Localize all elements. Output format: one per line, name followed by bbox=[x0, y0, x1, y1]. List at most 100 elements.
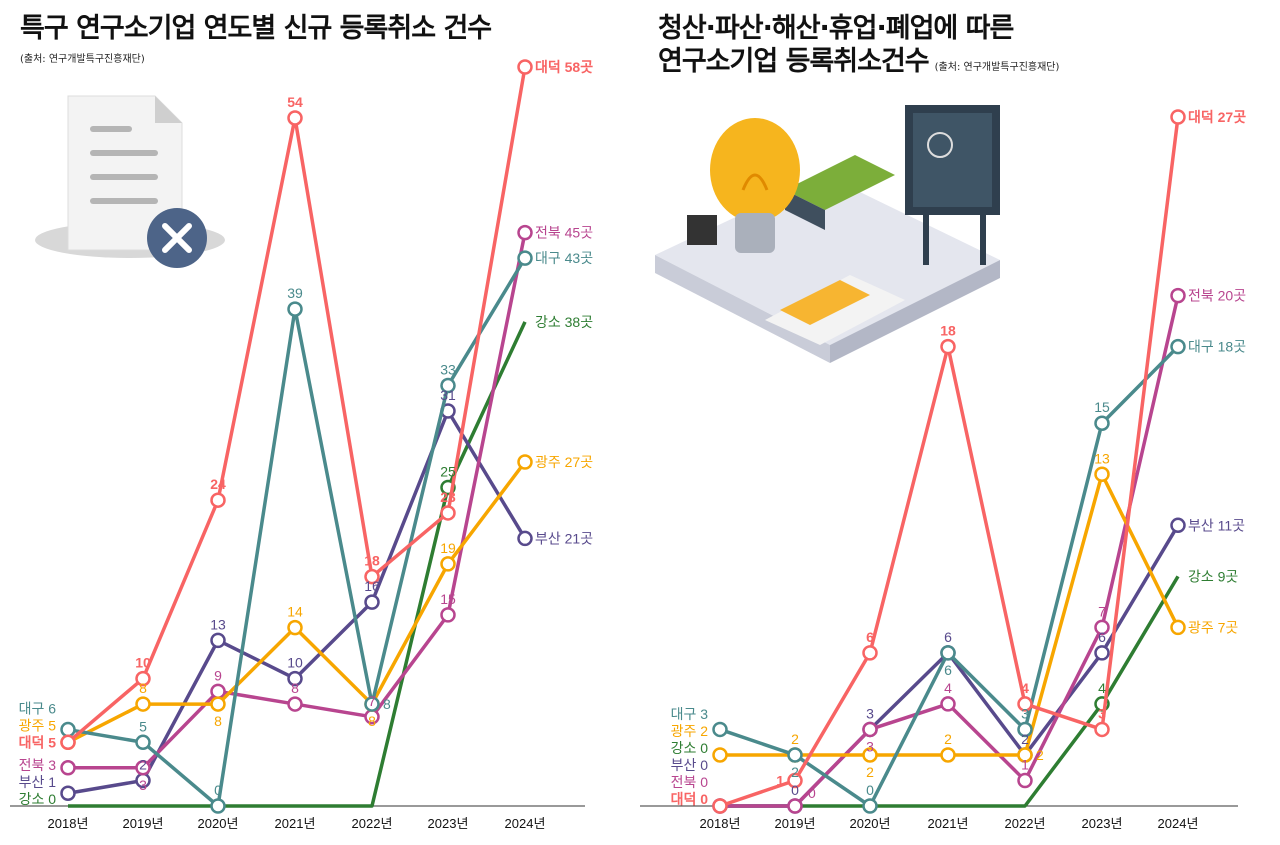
series-end-label: 강소 38곳 bbox=[535, 314, 593, 330]
x-tick-label: 2023년 bbox=[1082, 816, 1123, 831]
data-point-광주 bbox=[440, 556, 456, 572]
data-label: 3 bbox=[1021, 705, 1029, 721]
series-end-label: 대덕 58곳 bbox=[535, 59, 593, 75]
data-point-대구 bbox=[440, 377, 456, 394]
series-start-label: 부산 1 bbox=[19, 774, 57, 790]
data-label: 0 bbox=[866, 782, 874, 798]
data-label: 2 bbox=[139, 757, 147, 773]
data-point-대구 bbox=[517, 250, 533, 266]
data-point-전북 bbox=[1170, 287, 1186, 304]
data-label: 31 bbox=[440, 387, 456, 403]
data-label: 1 bbox=[776, 772, 784, 788]
data-point-대덕 bbox=[862, 645, 878, 661]
chart-1-source: (출처: 연구개발특구진흥재단) bbox=[20, 54, 145, 65]
data-point-광주 bbox=[1017, 747, 1033, 763]
data-point-대덕 bbox=[940, 338, 956, 355]
data-point-전북 bbox=[940, 696, 956, 712]
data-label: 6 bbox=[944, 662, 952, 678]
data-label: 10 bbox=[287, 655, 303, 671]
data-label: 4 bbox=[1021, 680, 1029, 696]
data-label: 24 bbox=[210, 476, 226, 492]
series-end-label: 광주 27곳 bbox=[535, 454, 593, 470]
data-label: 39 bbox=[287, 285, 303, 301]
data-point-부산 bbox=[60, 785, 76, 802]
data-point-전북 bbox=[60, 760, 76, 776]
series-end-label: 부산 21곳 bbox=[535, 530, 593, 546]
data-label: 2 bbox=[1036, 747, 1044, 763]
chart-1-title-text: 특구 연구소기업 연도별 신규 등록취소 건수 bbox=[20, 13, 492, 44]
data-point-전북 bbox=[440, 607, 456, 623]
data-label: 19 bbox=[440, 540, 456, 556]
data-label: 18 bbox=[940, 323, 956, 339]
data-label: 10 bbox=[135, 655, 151, 671]
data-point-대덕 bbox=[440, 505, 456, 521]
x-tick-label: 2020년 bbox=[850, 816, 891, 831]
x-tick-label: 2021년 bbox=[928, 816, 969, 831]
series-end-label: 대구 43곳 bbox=[535, 250, 593, 266]
cancelled-document-illustration bbox=[35, 95, 225, 268]
x-tick-label: 2022년 bbox=[352, 816, 393, 831]
data-label: 9 bbox=[214, 667, 222, 683]
data-label: 0 bbox=[808, 785, 816, 801]
data-label: 25 bbox=[440, 463, 456, 479]
data-point-광주 bbox=[862, 747, 878, 763]
data-point-대구 bbox=[1094, 415, 1110, 431]
data-point-전북 bbox=[287, 696, 303, 712]
data-point-광주 bbox=[135, 696, 151, 712]
data-point-대구 bbox=[712, 721, 728, 738]
data-label: 13 bbox=[1094, 450, 1110, 466]
data-point-부산 bbox=[1170, 517, 1186, 534]
data-label: 23 bbox=[440, 489, 456, 505]
x-tick-label: 2019년 bbox=[775, 816, 816, 831]
data-point-대구 bbox=[1017, 721, 1033, 738]
x-tick-label: 2024년 bbox=[505, 816, 546, 831]
data-point-대구 bbox=[1170, 338, 1186, 355]
data-label: 8 bbox=[291, 680, 299, 696]
data-label: 8 bbox=[214, 713, 222, 729]
data-point-대덕 bbox=[712, 798, 728, 814]
series-end-label: 부산 11곳 bbox=[1188, 517, 1245, 533]
data-label: 15 bbox=[440, 591, 456, 607]
data-point-부산 bbox=[364, 594, 380, 610]
data-point-전북 bbox=[517, 224, 533, 241]
data-point-대덕 bbox=[287, 110, 303, 126]
series-start-label: 강소 0 bbox=[671, 740, 709, 756]
x-tick-label: 2021년 bbox=[275, 816, 316, 831]
data-point-광주 bbox=[712, 747, 728, 763]
series-line-광주 bbox=[720, 472, 1180, 757]
data-label: 1 bbox=[1021, 756, 1029, 772]
data-label: 6 bbox=[1098, 629, 1106, 645]
data-point-대구 bbox=[364, 696, 380, 712]
series-start-label: 대구 6 bbox=[19, 700, 57, 716]
x-tick-label: 2023년 bbox=[428, 816, 469, 831]
series-start-label: 대덕 0 bbox=[671, 791, 709, 807]
data-point-광주 bbox=[287, 619, 303, 636]
data-label: 0 bbox=[214, 782, 222, 798]
data-label: 2 bbox=[944, 731, 952, 747]
data-label: 33 bbox=[440, 362, 456, 378]
data-label: 16 bbox=[364, 578, 380, 594]
series-start-label: 대덕 5 bbox=[19, 734, 57, 750]
data-label: 4 bbox=[944, 680, 952, 696]
data-label: 8 bbox=[368, 713, 376, 729]
data-label: 7 bbox=[368, 693, 376, 709]
series-start-label: 대구 3 bbox=[671, 706, 709, 722]
series-end-label: 대구 18곳 bbox=[1188, 339, 1246, 355]
series-end-label: 전북 45곳 bbox=[535, 225, 593, 241]
x-tick-label: 2024년 bbox=[1158, 816, 1199, 831]
data-point-대덕 bbox=[517, 59, 533, 75]
data-point-부산 bbox=[210, 632, 226, 649]
series-end-label: 강소 9곳 bbox=[1188, 568, 1238, 584]
data-label: 3 bbox=[866, 738, 874, 754]
series-end-label: 전북 20곳 bbox=[1188, 288, 1246, 304]
data-point-전북 bbox=[787, 798, 803, 814]
series-start-label: 부산 0 bbox=[671, 757, 709, 773]
data-label: 13 bbox=[210, 616, 226, 632]
data-label: 54 bbox=[287, 94, 303, 110]
data-label: 3 bbox=[139, 777, 147, 793]
series-start-label: 강소 0 bbox=[19, 791, 57, 807]
data-label: 5 bbox=[139, 718, 147, 734]
data-point-부산 bbox=[287, 670, 303, 687]
